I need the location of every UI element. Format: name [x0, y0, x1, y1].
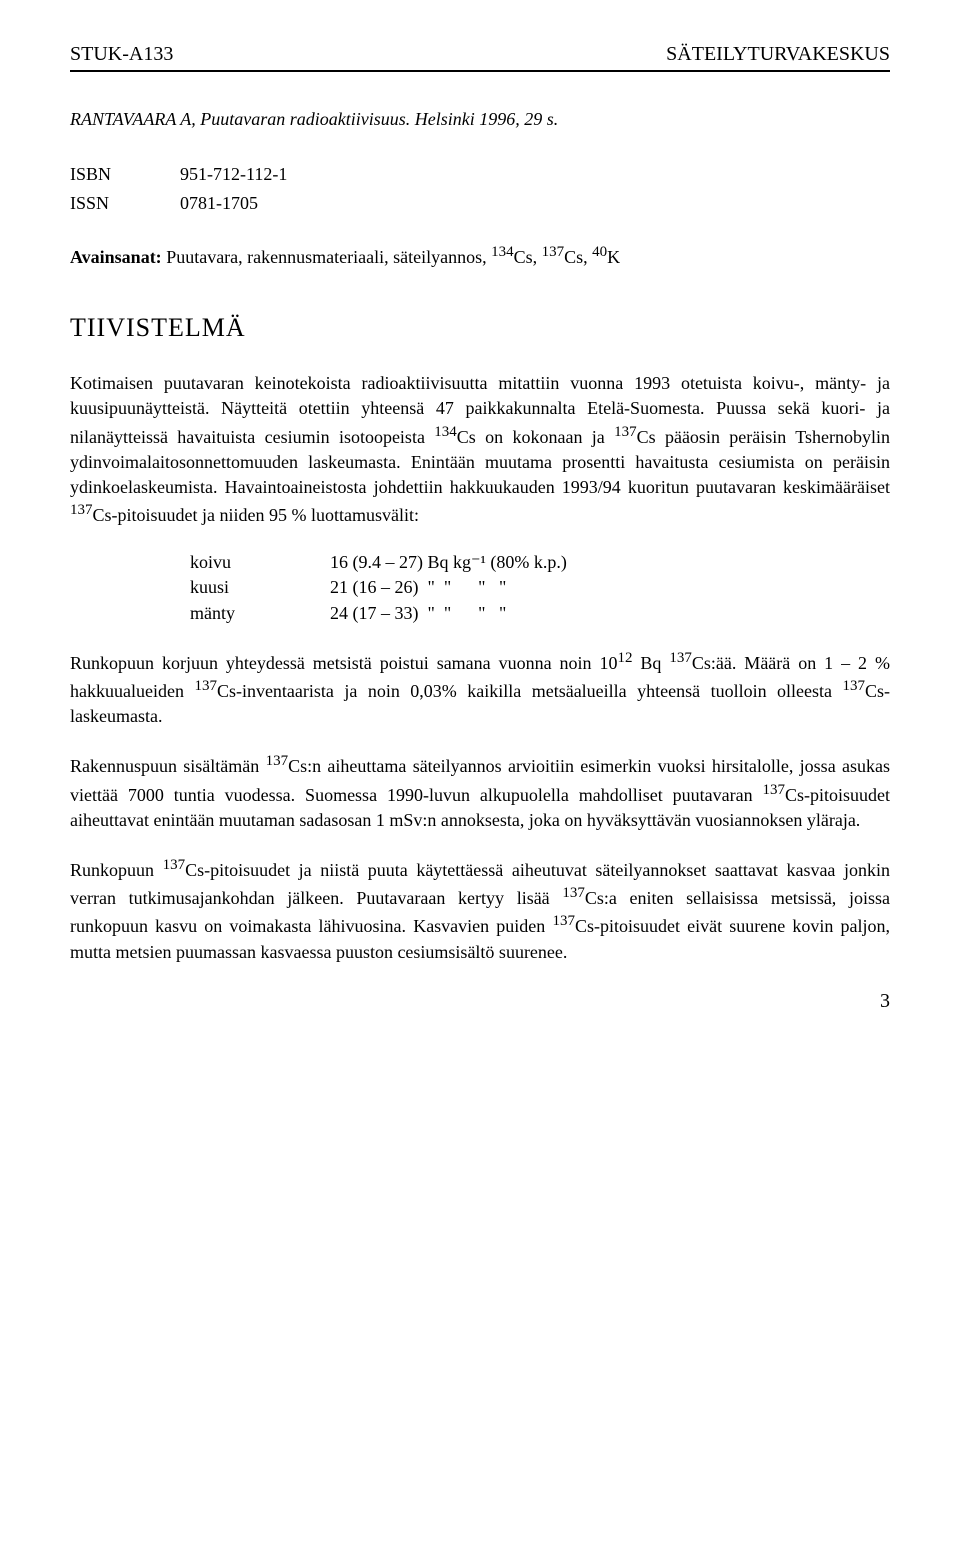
sup-137-p4-3: 137 [552, 913, 575, 929]
meta-block: ISBN 951-712-112-1 ISSN 0781-1705 [70, 162, 890, 216]
sup-137-p2-1: 137 [669, 650, 692, 666]
sup-137-inline-2: 137 [70, 502, 93, 518]
page-number: 3 [70, 987, 890, 1015]
sup-12: 12 [617, 650, 632, 666]
issn-row: ISSN 0781-1705 [70, 191, 890, 216]
sup-137-p2-3: 137 [843, 678, 866, 694]
p2-a: Runkopuun korjuun yhteydessä metsistä po… [70, 653, 617, 673]
results-value: 24 (17 – 33) " " " " [330, 601, 506, 626]
sup-40: 40 [592, 244, 607, 260]
cs-text-1: Cs, [514, 247, 542, 267]
sup-137-p3-1: 137 [266, 753, 289, 769]
section-title: TIIVISTELMÄ [70, 310, 890, 346]
sup-137-p2-2: 137 [194, 678, 217, 694]
header-right: SÄTEILYTURVAKESKUS [666, 40, 890, 68]
p1-d: Cs-pitoisuudet ja niiden 95 % luottamusv… [93, 505, 419, 525]
paragraph-3: Rakennuspuun sisältämän 137Cs:n aiheutta… [70, 751, 890, 833]
p2-b: Bq [632, 653, 669, 673]
keywords: Avainsanat: Puutavara, rakennusmateriaal… [70, 242, 890, 270]
p3-a: Rakennuspuun sisältämän [70, 756, 266, 776]
header-left: STUK-A133 [70, 40, 173, 68]
page-header: STUK-A133 SÄTEILYTURVAKESKUS [70, 40, 890, 72]
issn-label: ISSN [70, 191, 180, 216]
results-row: koivu 16 (9.4 – 27) Bq kg⁻¹ (80% k.p.) [190, 550, 890, 575]
sup-134-inline: 134 [434, 424, 457, 440]
citation: RANTAVAARA A, Puutavaran radioaktiivisuu… [70, 107, 890, 132]
sup-137-p4-1: 137 [163, 857, 186, 873]
issn-value: 0781-1705 [180, 191, 258, 216]
results-table: koivu 16 (9.4 – 27) Bq kg⁻¹ (80% k.p.) k… [190, 550, 890, 626]
results-value: 16 (9.4 – 27) Bq kg⁻¹ (80% k.p.) [330, 550, 567, 575]
keywords-label: Avainsanat: [70, 247, 162, 267]
k-text: K [607, 247, 620, 267]
results-label: kuusi [190, 575, 330, 600]
results-row: kuusi 21 (16 – 26) " " " " [190, 575, 890, 600]
results-label: mänty [190, 601, 330, 626]
sup-137-inline: 137 [614, 424, 637, 440]
cs-text-2: Cs, [564, 247, 592, 267]
sup-137-p4-2: 137 [562, 885, 585, 901]
paragraph-2: Runkopuun korjuun yhteydessä metsistä po… [70, 648, 890, 730]
results-label: koivu [190, 550, 330, 575]
paragraph-1: Kotimaisen puutavaran keinotekoista radi… [70, 371, 890, 528]
isbn-row: ISBN 951-712-112-1 [70, 162, 890, 187]
sup-134: 134 [491, 244, 514, 260]
results-row: mänty 24 (17 – 33) " " " " [190, 601, 890, 626]
p4-a: Runkopuun [70, 860, 163, 880]
isbn-label: ISBN [70, 162, 180, 187]
p1-b: Cs on kokonaan ja [457, 427, 614, 447]
paragraph-4: Runkopuun 137Cs-pitoisuudet ja niistä pu… [70, 855, 890, 965]
p2-d: Cs-inventaarista ja noin 0,03% kaikilla … [217, 681, 843, 701]
isbn-value: 951-712-112-1 [180, 162, 287, 187]
results-value: 21 (16 – 26) " " " " [330, 575, 506, 600]
sup-137-p3-2: 137 [762, 782, 785, 798]
keywords-text-before: Puutavara, rakennusmateriaali, säteilyan… [162, 247, 491, 267]
sup-137: 137 [542, 244, 565, 260]
